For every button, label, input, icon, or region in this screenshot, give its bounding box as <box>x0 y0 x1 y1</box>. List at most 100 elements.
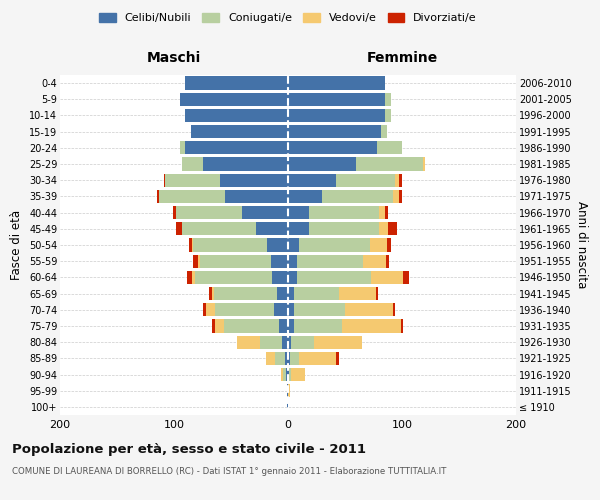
Bar <box>336 174 395 187</box>
Bar <box>279 320 288 332</box>
Bar <box>288 158 356 170</box>
Bar <box>274 303 288 316</box>
Bar <box>288 174 336 187</box>
Bar <box>294 303 345 316</box>
Bar <box>294 320 341 332</box>
Bar <box>288 206 308 220</box>
Bar <box>256 222 288 235</box>
Bar <box>268 238 288 252</box>
Bar <box>198 254 200 268</box>
Bar <box>185 141 288 154</box>
Bar <box>287 400 288 413</box>
Bar <box>189 238 192 252</box>
Bar <box>176 206 242 220</box>
Bar <box>379 206 385 220</box>
Bar <box>382 125 387 138</box>
Bar <box>370 238 387 252</box>
Bar <box>398 174 402 187</box>
Bar <box>385 206 388 220</box>
Bar <box>165 174 220 187</box>
Bar <box>292 336 314 349</box>
Bar <box>376 287 378 300</box>
Bar <box>289 368 292 381</box>
Bar <box>422 158 425 170</box>
Bar <box>173 206 176 220</box>
Text: COMUNE DI LAUREANA DI BORRELLO (RC) - Dati ISTAT 1° gennaio 2011 - Elaborazione : COMUNE DI LAUREANA DI BORRELLO (RC) - Da… <box>12 468 446 476</box>
Bar <box>260 336 283 349</box>
Bar <box>180 141 185 154</box>
Bar <box>206 303 215 316</box>
Bar <box>286 368 288 381</box>
Bar <box>403 270 409 284</box>
Bar <box>308 222 379 235</box>
Bar <box>275 352 284 365</box>
Bar <box>193 238 268 252</box>
Y-axis label: Fasce di età: Fasce di età <box>10 210 23 280</box>
Bar <box>371 270 403 284</box>
Bar <box>226 190 288 203</box>
Bar <box>284 352 288 365</box>
Bar <box>266 352 275 365</box>
Bar <box>212 320 215 332</box>
Bar <box>288 287 294 300</box>
Bar <box>345 303 393 316</box>
Bar <box>308 206 379 220</box>
Bar <box>288 352 290 365</box>
Bar <box>176 222 182 235</box>
Bar <box>281 368 283 381</box>
Legend: Celibi/Nubili, Coniugati/e, Vedovi/e, Divorziati/e: Celibi/Nubili, Coniugati/e, Vedovi/e, Di… <box>95 8 481 28</box>
Bar <box>192 270 194 284</box>
Bar <box>377 141 402 154</box>
Bar <box>212 287 214 300</box>
Bar <box>297 254 363 268</box>
Bar <box>288 320 294 332</box>
Bar <box>272 270 288 284</box>
Bar <box>193 254 198 268</box>
Bar <box>288 270 297 284</box>
Bar <box>288 368 289 381</box>
Bar <box>336 352 340 365</box>
Bar <box>299 352 336 365</box>
Bar <box>203 158 288 170</box>
Bar <box>283 336 288 349</box>
Bar <box>288 92 385 106</box>
Bar <box>401 320 403 332</box>
Bar <box>185 109 288 122</box>
Bar <box>385 109 391 122</box>
Bar <box>277 287 288 300</box>
Bar <box>288 190 322 203</box>
Bar <box>159 190 226 203</box>
Bar <box>385 92 391 106</box>
Bar <box>220 174 288 187</box>
Bar <box>164 174 165 187</box>
Bar <box>398 190 402 203</box>
Bar <box>288 303 294 316</box>
Bar <box>379 222 388 235</box>
Text: Maschi: Maschi <box>147 51 201 65</box>
Bar <box>288 336 292 349</box>
Bar <box>341 320 401 332</box>
Bar <box>236 336 260 349</box>
Bar <box>287 384 288 398</box>
Bar <box>393 190 398 203</box>
Bar <box>292 368 305 381</box>
Bar <box>187 270 192 284</box>
Bar <box>180 92 288 106</box>
Bar <box>215 320 224 332</box>
Bar <box>356 158 422 170</box>
Bar <box>294 287 340 300</box>
Bar <box>203 303 206 316</box>
Bar <box>387 238 391 252</box>
Bar <box>182 158 203 170</box>
Bar <box>322 190 393 203</box>
Bar <box>215 303 274 316</box>
Bar <box>386 254 389 268</box>
Bar <box>271 254 288 268</box>
Bar <box>288 238 299 252</box>
Bar <box>314 336 362 349</box>
Bar <box>395 174 398 187</box>
Bar <box>288 125 382 138</box>
Bar <box>214 287 277 300</box>
Bar <box>185 76 288 90</box>
Bar <box>192 238 193 252</box>
